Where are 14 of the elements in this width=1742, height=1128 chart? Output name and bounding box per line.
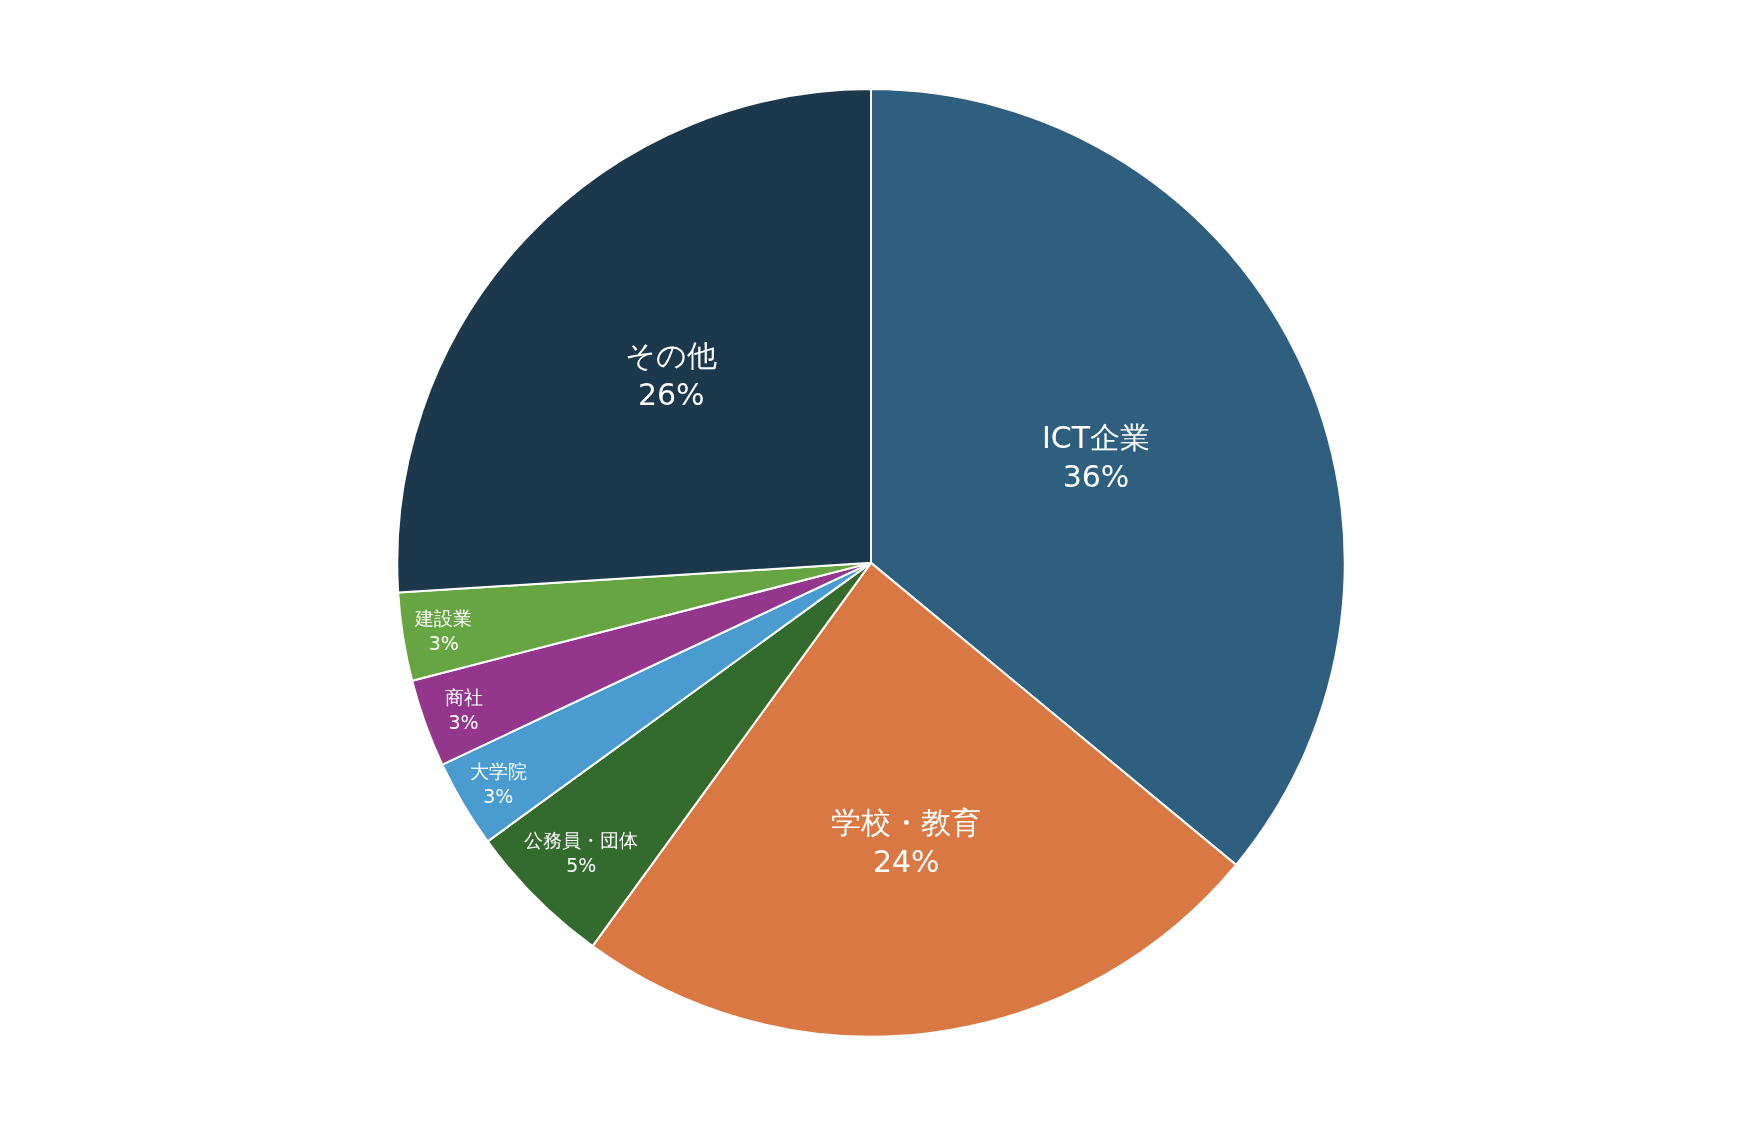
slice-label: その他: [625, 338, 718, 374]
data-label: 3%: [428, 631, 459, 654]
data-label: 3%: [448, 710, 479, 733]
slice-label: 商社: [444, 686, 483, 709]
slice-label: 学校・教育: [831, 804, 982, 840]
data-label: 3%: [483, 784, 514, 807]
slice-label: 大学院: [469, 759, 527, 782]
data-label: 5%: [566, 853, 597, 876]
slice-label: 建設業: [414, 607, 473, 630]
data-label: 36%: [1062, 458, 1130, 494]
slice-label: 公務員・団体: [524, 829, 639, 852]
data-label: 26%: [637, 377, 705, 413]
data-label: 24%: [872, 843, 940, 879]
slice-label: ICT企業: [1041, 419, 1151, 455]
